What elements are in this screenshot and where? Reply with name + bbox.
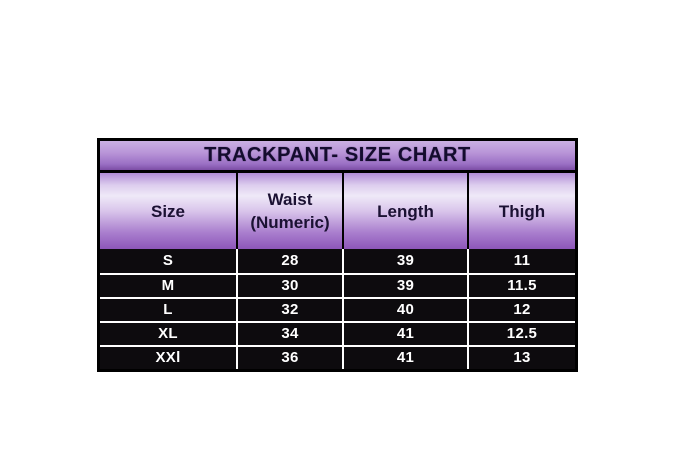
cell-thigh: 12.5: [506, 325, 538, 342]
cell-size: XL: [100, 323, 238, 345]
column-header-waist: Waist (Numeric): [238, 173, 344, 249]
cell-size: M: [100, 275, 238, 297]
cell-size: S: [100, 249, 238, 273]
cell-length: 39: [344, 249, 469, 273]
column-header-size-label: Size: [150, 201, 186, 221]
column-header-waist-line1: Waist: [267, 190, 313, 209]
column-header-thigh: Thigh: [469, 173, 575, 249]
size-chart-title: TRACKPANT- SIZE CHART: [100, 141, 575, 173]
size-chart-table: TRACKPANT- SIZE CHART Size Waist (Numeri…: [97, 138, 578, 372]
cell-thigh: 11.5: [507, 277, 537, 294]
table-row-s: S 28 39 11: [100, 249, 575, 273]
cell-waist: 28: [238, 249, 344, 273]
column-header-size: Size: [100, 173, 238, 249]
column-header-thigh-label: Thigh: [498, 201, 546, 221]
cell-waist: 36: [238, 347, 344, 369]
cell-length: 41: [344, 323, 469, 345]
table-row-l: L 32 40 12: [100, 297, 575, 321]
cell-size: XXl: [100, 347, 238, 369]
cell-thigh: 13: [513, 349, 531, 366]
size-chart-body: S 28 39 11 M 30 39 11.5 L 32 40 12 XL 34…: [100, 249, 575, 369]
size-chart-header-row: Size Waist (Numeric) Length Thigh: [100, 173, 575, 249]
cell-waist: 32: [238, 299, 344, 321]
cell-waist: 34: [238, 323, 344, 345]
cell-thigh: 11: [513, 252, 531, 269]
cell-length: 41: [344, 347, 469, 369]
column-header-length-label: Length: [377, 201, 434, 221]
table-row-xxl: XXl 36 41 13: [100, 345, 575, 369]
cell-thigh: 12: [513, 301, 531, 318]
table-row-xl: XL 34 41 12.5: [100, 321, 575, 345]
column-header-length: Length: [344, 173, 469, 249]
cell-length: 39: [344, 275, 469, 297]
cell-waist: 30: [238, 275, 344, 297]
cell-length: 40: [344, 299, 469, 321]
cell-size: L: [100, 299, 238, 321]
table-row-m: M 30 39 11.5: [100, 273, 575, 297]
column-header-waist-line2: (Numeric): [250, 213, 330, 232]
